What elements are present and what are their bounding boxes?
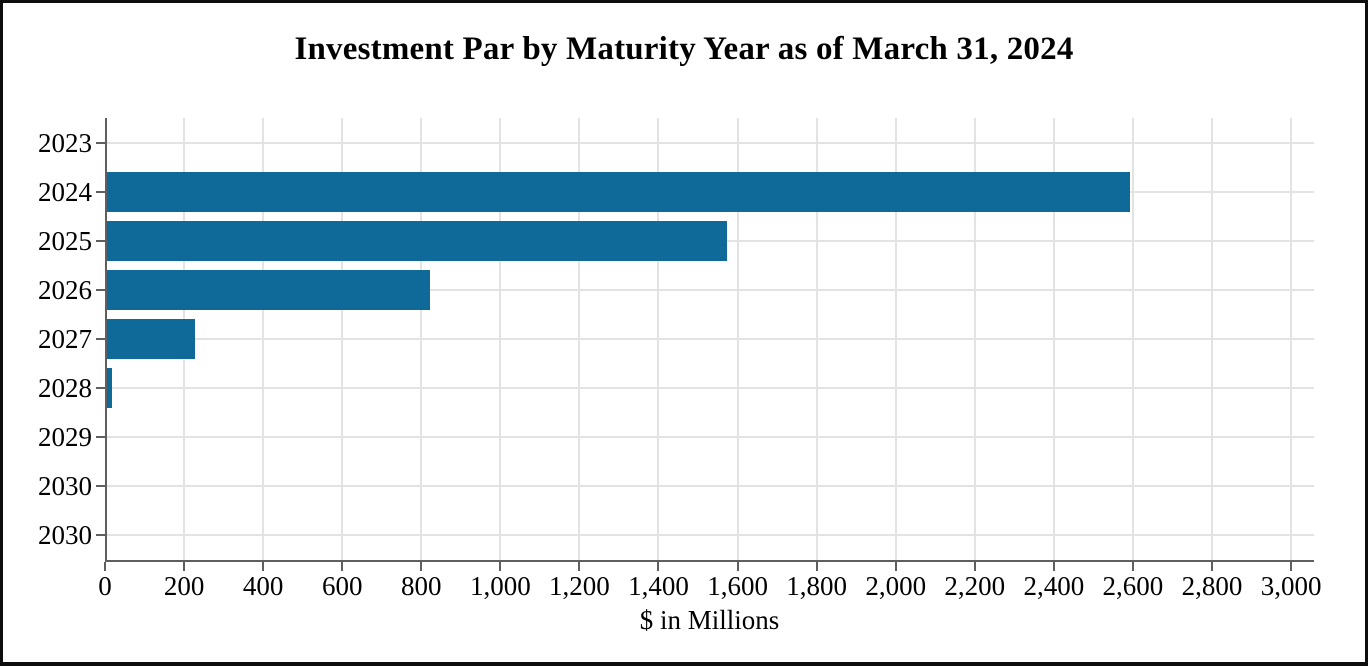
- x-axis-line: [105, 560, 1314, 562]
- y-axis-label: 2026: [38, 274, 92, 305]
- bar-2026: [107, 269, 431, 310]
- x-tick-mark: [1210, 562, 1213, 571]
- y-tick-mark: [96, 436, 105, 439]
- x-axis-label: 2,200: [944, 571, 1006, 601]
- gridline-vertical: [341, 118, 344, 560]
- x-tick-mark: [657, 562, 660, 571]
- x-tick-mark: [420, 562, 423, 571]
- x-tick-mark: [262, 562, 265, 571]
- gridline-vertical: [973, 118, 976, 560]
- x-tick-mark: [183, 562, 186, 571]
- gridline-vertical: [262, 118, 265, 560]
- x-axis-label: 2,800: [1181, 571, 1243, 601]
- y-axis-label: 2024: [38, 176, 92, 207]
- x-axis-label: 1,800: [786, 571, 848, 601]
- y-axis-label: 2030: [38, 471, 92, 502]
- gridline-vertical: [815, 118, 818, 560]
- x-axis-title: $ in Millions: [639, 605, 780, 635]
- y-axis-label: 2025: [38, 225, 92, 256]
- x-tick-mark: [973, 562, 976, 571]
- bar-2024: [107, 171, 1130, 212]
- gridline-vertical: [894, 118, 897, 560]
- gridline-horizontal: [105, 534, 1314, 537]
- bar-2025: [107, 220, 727, 261]
- gridline-vertical: [1052, 118, 1055, 560]
- gridline-horizontal: [105, 141, 1314, 144]
- y-axis-label: 2027: [38, 324, 92, 354]
- x-axis-label: 1,600: [707, 571, 768, 601]
- bar-2027: [107, 319, 195, 359]
- x-tick-mark: [1290, 562, 1293, 571]
- x-axis-label: 200: [163, 571, 205, 601]
- y-axis-label: 2023: [38, 127, 92, 158]
- gridline-vertical: [420, 118, 423, 560]
- x-tick-mark: [104, 562, 106, 571]
- x-axis-label: 3,000: [1260, 571, 1322, 601]
- x-axis-label: 800: [401, 571, 442, 601]
- x-axis-label: 2,600: [1102, 571, 1164, 601]
- y-axis-label: 2030: [38, 520, 92, 551]
- x-axis-label: 600: [321, 571, 363, 601]
- gridline-vertical: [499, 118, 502, 560]
- y-tick-mark: [96, 387, 105, 390]
- bar-2028: [107, 368, 112, 409]
- y-tick-mark: [96, 288, 105, 291]
- y-tick-mark: [96, 190, 105, 193]
- x-axis-label: 1,200: [549, 571, 610, 601]
- y-tick-mark: [96, 338, 105, 340]
- x-tick-mark: [1052, 562, 1055, 571]
- x-tick-mark: [1131, 562, 1134, 571]
- x-tick-mark: [736, 562, 739, 571]
- x-tick-mark: [894, 562, 897, 571]
- y-axis-label: 2029: [38, 422, 92, 453]
- x-axis-label: 400: [242, 571, 284, 601]
- gridline-vertical: [736, 118, 739, 560]
- gridline-horizontal: [105, 436, 1314, 439]
- y-axis-label: 2028: [38, 373, 92, 404]
- y-tick-mark: [96, 141, 105, 144]
- y-tick-mark: [96, 239, 105, 242]
- y-axis-line: [105, 118, 107, 562]
- y-tick-mark: [96, 485, 105, 488]
- gridline-horizontal: [105, 288, 1314, 291]
- x-axis-label: 2,000: [865, 571, 927, 601]
- x-tick-mark: [499, 562, 502, 571]
- x-axis-label: 0: [98, 571, 112, 601]
- x-tick-mark: [815, 562, 818, 571]
- x-axis-label: 1,400: [628, 571, 689, 601]
- gridline-horizontal: [105, 338, 1314, 340]
- chart-title: Investment Par by Maturity Year as of Ma…: [294, 31, 1074, 67]
- y-tick-mark: [96, 534, 105, 537]
- gridline-horizontal: [105, 485, 1314, 488]
- gridline-vertical: [657, 118, 660, 560]
- gridline-vertical: [1131, 118, 1134, 560]
- gridline-vertical: [1210, 118, 1213, 560]
- plot-area: 2023 2024 2025 2026 2027 2028 2029 2030 2030 0 200…: [3, 3, 1365, 662]
- gridline-vertical: [578, 118, 581, 560]
- gridline-vertical: [1290, 118, 1293, 560]
- x-axis-label: 2,400: [1023, 571, 1085, 601]
- x-tick-mark: [341, 562, 344, 571]
- gridline-horizontal: [105, 387, 1314, 390]
- x-tick-mark: [578, 562, 581, 571]
- x-axis-label: 1,000: [469, 571, 531, 601]
